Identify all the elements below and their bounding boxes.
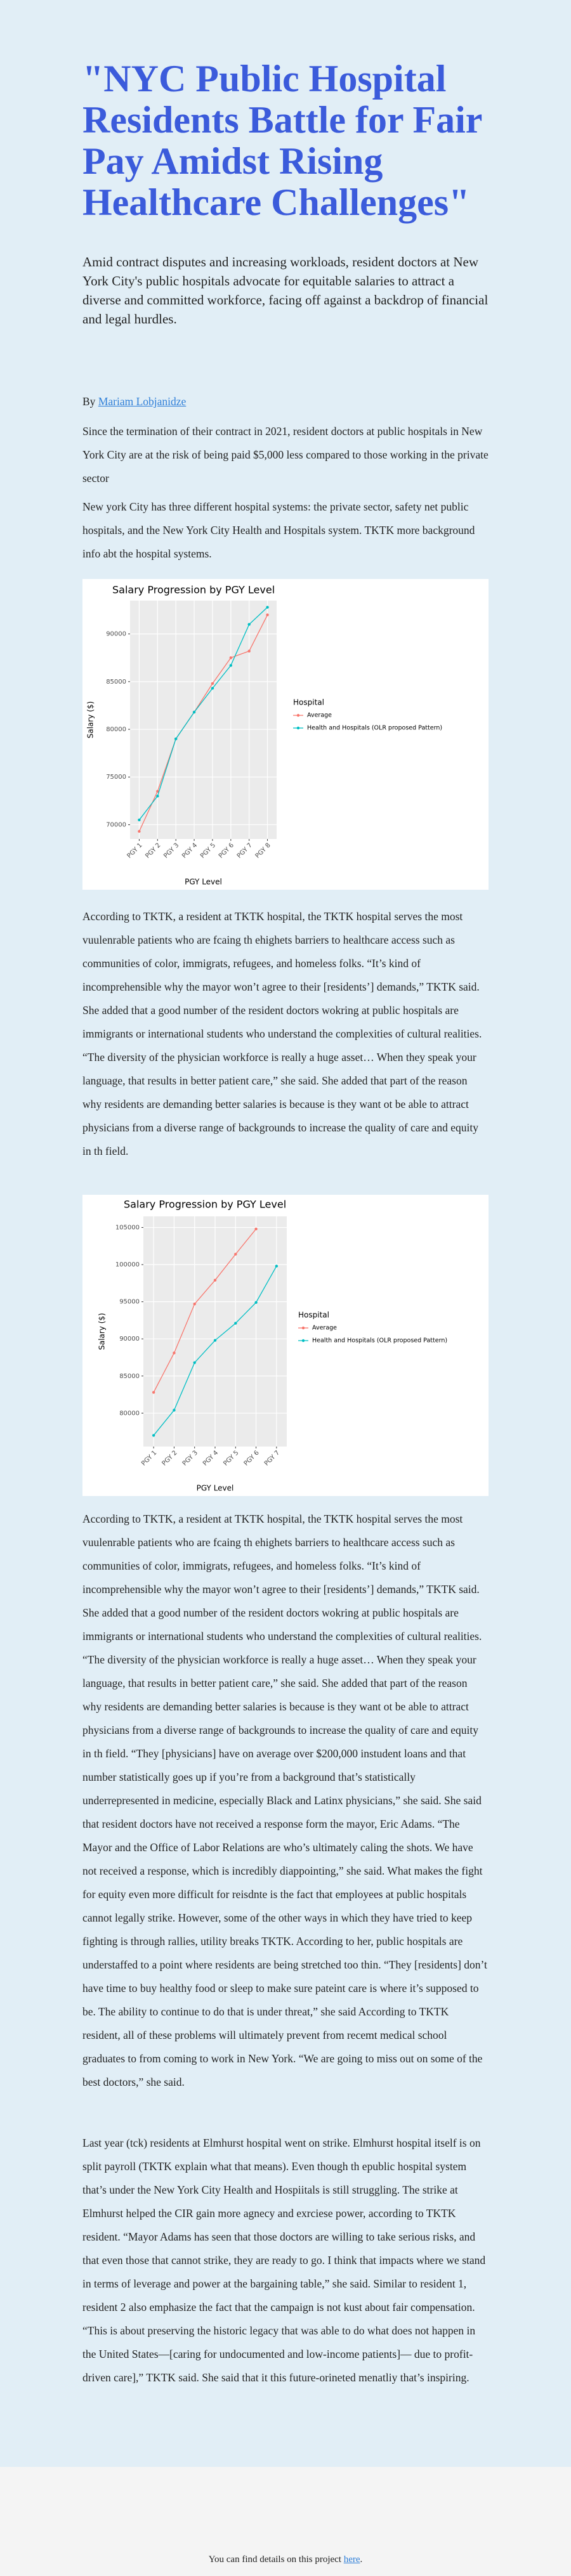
legend-title: Hospital <box>298 1311 329 1320</box>
x-tick-label: PGY 7 <box>263 1449 281 1467</box>
series-point <box>138 818 141 822</box>
series-line <box>138 615 268 832</box>
legend-label: Average <box>312 1325 337 1332</box>
article-column: "NYC Public Hospital Residents Battle fo… <box>82 0 489 2390</box>
y-tick-label: 75000 <box>106 774 126 781</box>
legend-label: Health and Hospitals (OLR proposed Patte… <box>312 1337 447 1344</box>
paragraph: Since the termination of their contract … <box>82 425 489 485</box>
series-point <box>174 737 178 741</box>
series-point <box>229 656 233 660</box>
x-tick-label: PGY 1 <box>140 1449 158 1467</box>
x-tick-label: PGY 4 <box>181 842 199 859</box>
series-point <box>266 613 269 616</box>
byline: By Mariam Lobjanidze <box>82 393 489 410</box>
series-point <box>254 1227 258 1231</box>
footer-note: You can find details on this project her… <box>0 2554 571 2565</box>
legend-swatch-point <box>296 713 300 717</box>
y-tick-label: 90000 <box>119 1336 140 1343</box>
series-point <box>254 1301 258 1304</box>
y-tick-label: 85000 <box>119 1373 140 1380</box>
paragraph: According to TKTK, a resident at TKTK ho… <box>82 1512 487 2088</box>
x-tick-label: PGY 2 <box>144 842 162 859</box>
legend-swatch-point <box>301 1326 305 1330</box>
series-point <box>234 1252 237 1256</box>
x-tick-label: PGY 6 <box>218 842 235 859</box>
series-point <box>213 1339 217 1342</box>
legend-title: Hospital <box>293 698 324 707</box>
series-point <box>193 1361 196 1364</box>
y-tick-label: 80000 <box>106 726 126 733</box>
subtitle: Amid contract disputes and increasing wo… <box>82 254 489 327</box>
chart-title: Salary Progression by PGY Level <box>124 1199 286 1211</box>
headline: "NYC Public Hospital Residents Battle fo… <box>82 58 482 223</box>
y-tick-label: 85000 <box>106 679 126 686</box>
paragraph: New york City has three different hospit… <box>82 500 475 560</box>
series-point <box>156 795 159 798</box>
article-background: "NYC Public Hospital Residents Battle fo… <box>0 0 571 2467</box>
series-point <box>173 1408 176 1412</box>
series-point <box>234 1322 237 1325</box>
y-tick-label: 80000 <box>119 1410 140 1417</box>
series-point <box>211 682 214 686</box>
x-tick-label: PGY 2 <box>161 1449 178 1467</box>
series-point <box>152 1391 155 1394</box>
series-point <box>247 623 251 626</box>
chart-title: Salary Progression by PGY Level <box>112 584 275 596</box>
series-point <box>213 1278 217 1282</box>
x-tick-label: PGY 7 <box>236 842 254 859</box>
x-tick-label: PGY 3 <box>162 842 180 859</box>
footer-end: . <box>360 2554 363 2565</box>
series-line <box>153 1228 257 1393</box>
series-point <box>152 1434 155 1437</box>
byline-prefix: By <box>82 395 96 408</box>
series-point <box>173 1351 176 1355</box>
legend-swatch-point <box>301 1339 305 1343</box>
plot-panel <box>130 601 277 839</box>
x-tick-label: PGY 4 <box>202 1449 220 1467</box>
paragraph: According to TKTK, a resident at TKTK ho… <box>82 910 482 1157</box>
y-tick-label: 95000 <box>119 1299 140 1306</box>
y-axis-label: Salary ($) <box>98 1313 107 1350</box>
x-axis-label: PGY Level <box>185 878 222 887</box>
series-point <box>247 649 251 653</box>
y-tick-label: 70000 <box>106 821 126 828</box>
y-axis-label: Salary ($) <box>86 701 95 739</box>
footer-text: You can find details on this project <box>208 2554 341 2565</box>
x-axis-label: PGY Level <box>197 1484 234 1493</box>
x-tick-label: PGY 6 <box>243 1449 261 1467</box>
series-point <box>275 1265 279 1268</box>
legend-label: Health and Hospitals (OLR proposed Patte… <box>307 725 442 732</box>
series-line <box>138 607 268 821</box>
x-tick-label: PGY 1 <box>126 842 143 859</box>
series-point <box>229 664 233 667</box>
x-tick-label: PGY 8 <box>254 842 272 859</box>
legend-swatch-point <box>296 726 300 730</box>
y-tick-label: 100000 <box>115 1261 140 1268</box>
series-point <box>156 790 159 793</box>
chart: 70000 75000 80000 85000 90000 PGY 1 PGY 2 PGY 3… <box>82 579 489 890</box>
author-link[interactable]: Mariam Lobjanidze <box>98 395 187 408</box>
paragraph: Last year (tck) residents at Elmhurst ho… <box>82 2137 486 2384</box>
legend-label: Average <box>307 712 332 719</box>
series-point <box>192 710 196 714</box>
footer-link[interactable]: here <box>343 2554 360 2565</box>
series-point <box>193 1302 196 1306</box>
x-tick-label: PGY 5 <box>222 1449 240 1467</box>
y-tick-label: 90000 <box>106 631 126 638</box>
y-tick-label: 105000 <box>115 1225 140 1232</box>
x-tick-label: PGY 5 <box>199 842 217 859</box>
series-point <box>266 606 269 609</box>
series-point <box>138 829 141 833</box>
footer: You can find details on this project her… <box>0 2467 571 2576</box>
x-tick-label: PGY 3 <box>181 1449 199 1467</box>
series-point <box>211 687 214 690</box>
